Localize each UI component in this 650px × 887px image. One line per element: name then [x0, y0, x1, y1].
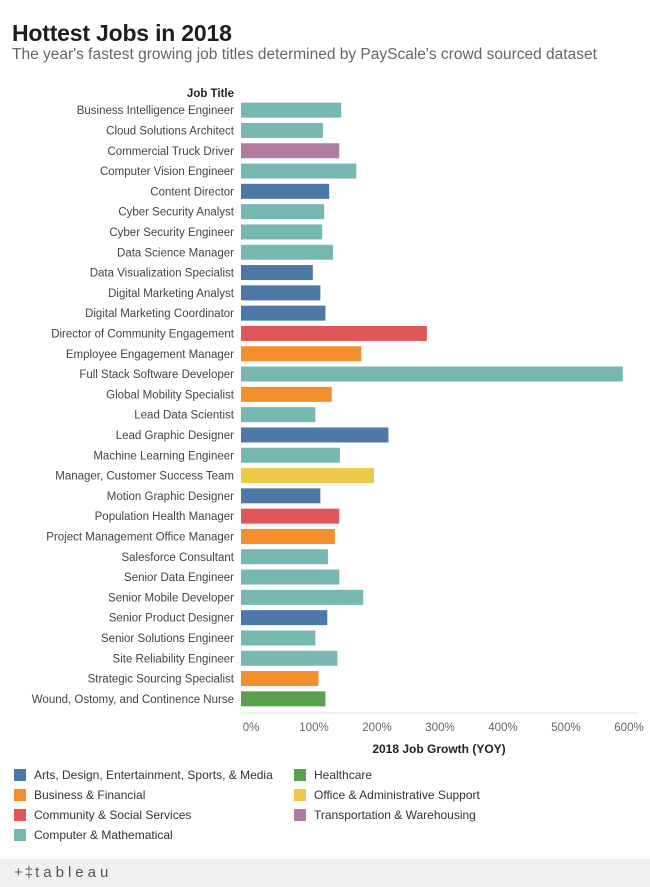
category-label: Data Visualization Specialist: [90, 268, 235, 280]
tableau-logo[interactable]: +‡tableau: [14, 864, 112, 881]
bar[interactable]: [241, 366, 623, 382]
bar[interactable]: [241, 488, 321, 504]
legend-label: Healthcare: [314, 768, 373, 782]
chart-title: Hottest Jobs in 2018: [12, 20, 232, 46]
bar-chart: Job Title Business Intelligence Engineer C…: [32, 88, 644, 756]
brand-name: tableau: [35, 864, 113, 881]
category-label: Senior Mobile Developer: [108, 592, 234, 604]
bar[interactable]: [241, 589, 364, 605]
bar[interactable]: [241, 549, 328, 565]
category-label: Manager, Customer Success Team: [55, 471, 234, 483]
bar[interactable]: [241, 102, 342, 118]
legend-item[interactable]: Office & Administrative Support: [294, 788, 480, 802]
category-label: Data Science Manager: [117, 247, 234, 259]
category-label: Commercial Truck Driver: [107, 146, 234, 158]
legend-item[interactable]: Healthcare: [294, 768, 372, 782]
legend-swatch: [294, 769, 306, 781]
category-label: Business Intelligence Engineer: [77, 105, 234, 117]
bar[interactable]: [241, 386, 332, 402]
bar[interactable]: [241, 650, 338, 666]
bar[interactable]: [241, 244, 333, 260]
x-tick-label: 100%: [299, 722, 328, 734]
category-label: Lead Graphic Designer: [116, 430, 234, 442]
bar[interactable]: [241, 346, 362, 362]
bar[interactable]: [241, 610, 328, 626]
x-tick-label: 500%: [551, 722, 580, 734]
category-label: Motion Graphic Designer: [107, 491, 234, 503]
legend-swatch: [294, 789, 306, 801]
x-tick-label: 200%: [362, 722, 391, 734]
category-label: Wound, Ostomy, and Continence Nurse: [32, 694, 234, 706]
x-tick-label: 600%: [614, 722, 643, 734]
category-label: Employee Engagement Manager: [66, 349, 234, 361]
legend-swatch: [14, 809, 26, 821]
legend-swatch: [294, 809, 306, 821]
bar[interactable]: [241, 224, 323, 240]
category-label: Cyber Security Engineer: [109, 227, 234, 239]
category-label: Full Stack Software Developer: [79, 369, 234, 381]
legend-swatch: [14, 829, 26, 841]
tableau-plus-icon: +‡: [14, 864, 36, 881]
category-axis-header: Job Title: [187, 88, 234, 100]
bar[interactable]: [241, 569, 340, 585]
x-tick-label: 0%: [243, 722, 260, 734]
category-label: Director of Community Engagement: [51, 328, 235, 340]
category-label: Site Reliability Engineer: [113, 653, 235, 665]
chart-subtitle: The year's fastest growing job titles de…: [12, 46, 597, 63]
bar[interactable]: [241, 630, 316, 646]
legend-label: Office & Administrative Support: [314, 788, 480, 802]
bar[interactable]: [241, 204, 325, 220]
legend-item[interactable]: Community & Social Services: [14, 808, 191, 822]
category-label: Computer Vision Engineer: [100, 166, 234, 178]
bar[interactable]: [241, 265, 313, 281]
category-label: Cloud Solutions Architect: [106, 125, 235, 137]
category-label: Content Director: [150, 186, 234, 198]
bar[interactable]: [241, 163, 357, 179]
bar[interactable]: [241, 183, 330, 199]
legend-item[interactable]: Business & Financial: [14, 788, 145, 802]
legend-item[interactable]: Transportation & Warehousing: [294, 808, 476, 822]
legend-label: Computer & Mathematical: [34, 828, 173, 842]
bar[interactable]: [241, 671, 319, 687]
bar[interactable]: [241, 407, 316, 423]
category-label: Project Management Office Manager: [46, 531, 234, 543]
category-label: Digital Marketing Analyst: [108, 288, 235, 300]
category-label: Strategic Sourcing Specialist: [88, 674, 235, 686]
bar[interactable]: [241, 305, 326, 321]
bar[interactable]: [241, 528, 335, 544]
category-label: Lead Data Scientist: [134, 410, 235, 422]
legend-label: Community & Social Services: [34, 808, 192, 822]
bar[interactable]: [241, 122, 323, 138]
bar[interactable]: [241, 143, 340, 159]
category-label: Digital Marketing Coordinator: [85, 308, 234, 320]
category-label: Senior Product Designer: [109, 613, 234, 625]
x-tick-label: 400%: [488, 722, 517, 734]
legend-label: Business & Financial: [34, 788, 146, 802]
category-label: Senior Data Engineer: [124, 572, 234, 584]
legend-swatch: [14, 789, 26, 801]
category-label: Machine Learning Engineer: [93, 450, 234, 462]
legend-swatch: [14, 769, 26, 781]
bar[interactable]: [241, 427, 389, 443]
x-axis-title: 2018 Job Growth (YOY): [372, 742, 505, 756]
legend-item[interactable]: Arts, Design, Entertainment, Sports, & M…: [14, 768, 273, 782]
category-label: Cyber Security Analyst: [118, 207, 234, 219]
bar[interactable]: [241, 447, 340, 463]
x-tick-label: 300%: [425, 722, 454, 734]
category-label: Salesforce Consultant: [121, 552, 234, 564]
category-label: Population Health Manager: [95, 511, 235, 523]
bar[interactable]: [241, 285, 321, 301]
category-label: Senior Solutions Engineer: [101, 633, 234, 645]
bar[interactable]: [241, 508, 340, 524]
category-label: Global Mobility Specialist: [106, 389, 235, 401]
footer-bar: +‡tableau: [0, 859, 650, 887]
legend-item[interactable]: Computer & Mathematical: [14, 828, 173, 842]
bar[interactable]: [241, 691, 326, 707]
legend-label: Arts, Design, Entertainment, Sports, & M…: [34, 768, 273, 782]
legend-label: Transportation & Warehousing: [314, 808, 476, 822]
bar[interactable]: [241, 468, 374, 484]
bar[interactable]: [241, 325, 427, 341]
